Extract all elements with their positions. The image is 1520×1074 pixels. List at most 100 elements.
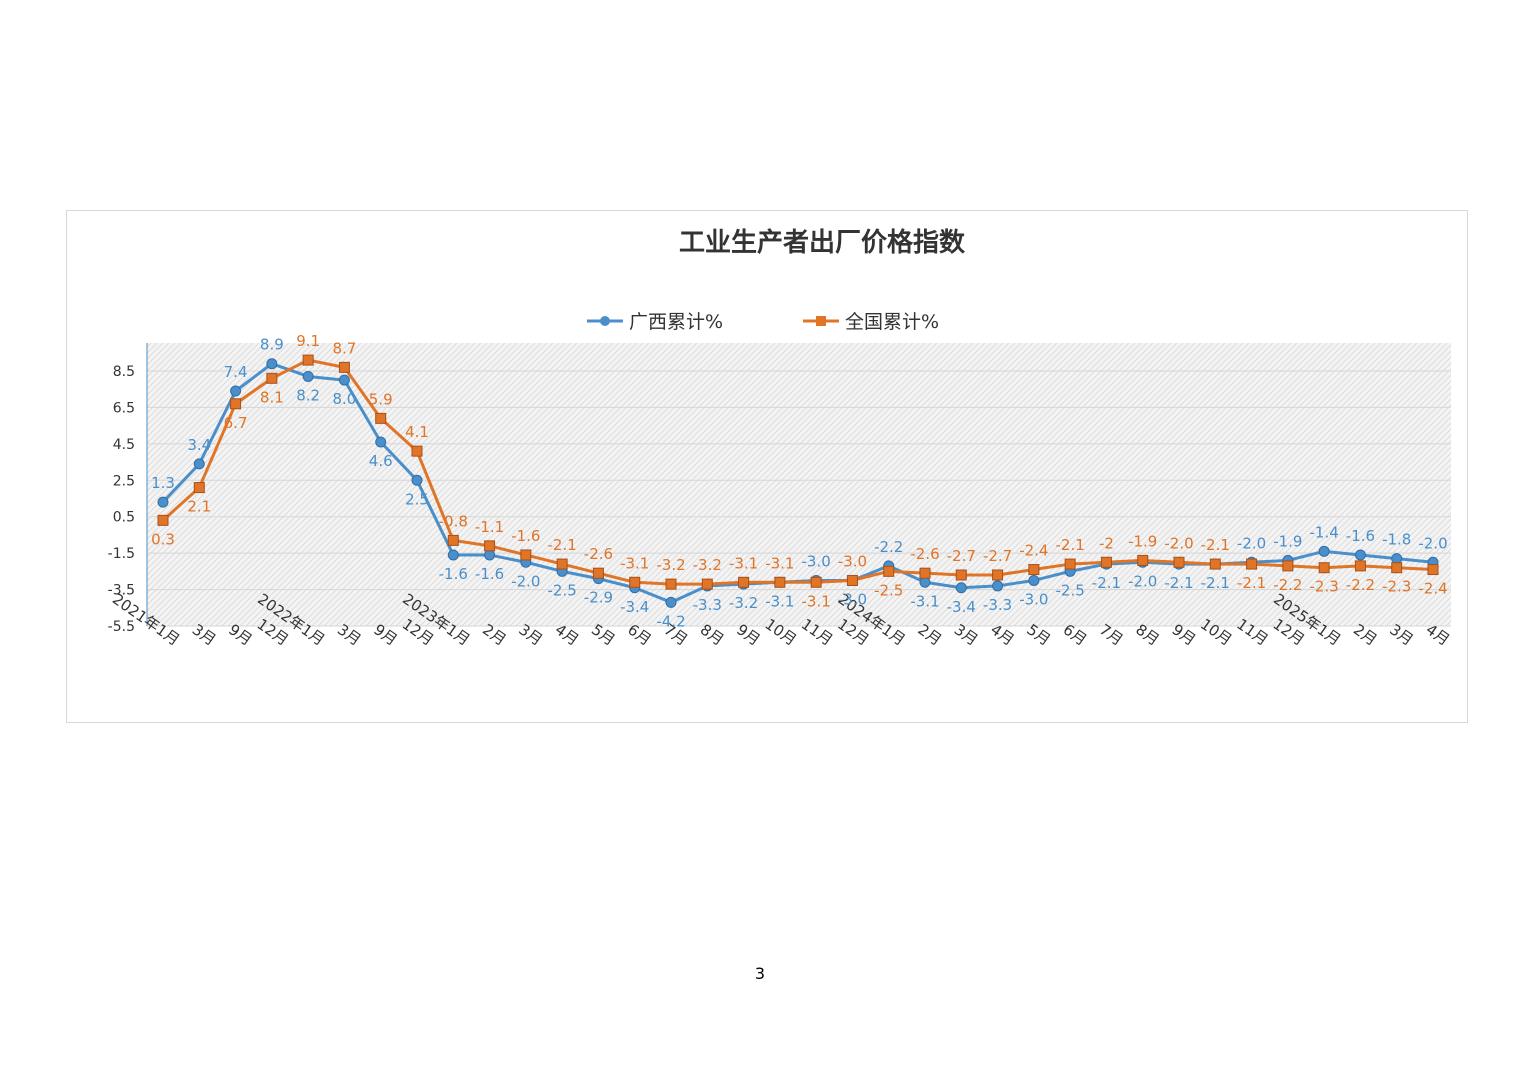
chart-container: 工业生产者出厂价格指数 广西累计% 全国累计% 8.5 6.5 4.5 2.5 0.5 -1… [66,210,1468,723]
data-label: -3.3 [693,596,722,614]
data-label: 2.5 [405,490,429,508]
data-label: 8.9 [260,336,284,354]
data-point [592,567,604,579]
y-tick-label: -5.5 [108,619,135,635]
data-point [919,567,931,579]
data-point [411,445,423,457]
data-label: -1.9 [1273,532,1302,550]
data-label: -3.4 [947,598,976,616]
data-label: -2.1 [1092,574,1121,592]
data-point [375,436,387,448]
data-point [1354,560,1366,572]
data-point [665,578,677,590]
data-label: -2.5 [1056,581,1085,599]
data-label: -2.2 [1346,576,1375,594]
data-point [302,354,314,366]
legend-marker [600,316,610,326]
data-point [1246,558,1258,570]
data-point [556,558,568,570]
y-tick-label: 0.5 [113,510,135,526]
data-point [1028,564,1040,576]
data-label: 5.9 [369,390,393,408]
data-point [447,534,459,546]
data-label: -2.5 [548,581,577,599]
plot-background [147,343,1451,626]
data-label: -2 [1099,534,1114,552]
data-label: -3.0 [802,552,831,570]
data-point [955,569,967,581]
legend-label: 广西累计% [629,311,723,333]
data-point [810,576,822,588]
data-label: -3.0 [838,552,867,570]
data-label: -1.6 [511,527,540,545]
data-label: -2.1 [548,536,577,554]
data-label: -2.1 [1237,574,1266,592]
data-point [1391,553,1403,565]
data-label: -3.4 [620,598,649,616]
data-point [774,576,786,588]
data-point [338,374,350,386]
page-number: 3 [754,964,766,983]
data-point [665,596,677,608]
data-point [1137,554,1149,566]
data-label: -2.4 [1418,580,1447,598]
data-point [157,496,169,508]
data-label: 8.2 [296,386,320,404]
data-label: -3.1 [765,554,794,572]
series-line-national [161,358,1434,586]
data-point [1282,560,1294,572]
data-label: 3.4 [187,436,211,454]
line-chart: 工业生产者出厂价格指数 广西累计% 全国累计% 8.5 6.5 4.5 2.5 0.5 -1… [108,227,1453,649]
data-label: -2.0 [1418,534,1447,552]
data-point [1318,545,1330,557]
data-label: -2.9 [584,589,613,607]
data-label: 9.1 [296,332,320,350]
data-point [230,385,242,397]
data-label: -3.3 [983,596,1012,614]
data-label: -3.2 [729,594,758,612]
data-point [1391,562,1403,574]
data-point [230,398,242,410]
data-point [157,514,169,526]
data-label: -2.0 [511,572,540,590]
data-label: -2.0 [1164,534,1193,552]
data-label: -2.4 [1019,542,1048,560]
data-label: 8.1 [260,388,284,406]
data-label: -1.4 [1310,523,1339,541]
data-point [484,549,496,561]
y-tick-label: 6.5 [113,400,135,416]
data-label: -1.1 [475,518,504,536]
y-tick-label: 8.5 [113,364,135,380]
data-label: -0.8 [439,512,468,530]
chart-legend: 广西累计% 全国累计% [587,311,939,333]
data-label: -2.3 [1310,578,1339,596]
data-point [846,574,858,586]
data-point [447,549,459,561]
data-label: -3.2 [693,556,722,574]
data-label: -2.1 [1201,574,1230,592]
data-point [1173,556,1185,568]
data-label: -1.6 [1346,527,1375,545]
data-point [738,576,750,588]
data-point [701,578,713,590]
data-label: -2.2 [874,538,903,556]
data-label: -2.7 [947,547,976,565]
data-label: -1.6 [439,565,468,583]
data-point [193,458,205,470]
data-label: -3.1 [802,592,831,610]
data-point [1100,556,1112,568]
data-label: -2.3 [1382,578,1411,596]
data-point [484,540,496,552]
data-label: -3.1 [765,592,794,610]
data-point [1028,574,1040,586]
y-tick-label: 2.5 [113,473,135,489]
data-label: 4.1 [405,423,429,441]
legend-marker [816,316,826,326]
data-label: 7.4 [224,363,248,381]
data-label: -2.1 [1056,536,1085,554]
data-label: -4.2 [656,612,685,630]
data-label: -1.6 [475,565,504,583]
data-label: -3.1 [620,554,649,572]
data-point [266,358,278,370]
